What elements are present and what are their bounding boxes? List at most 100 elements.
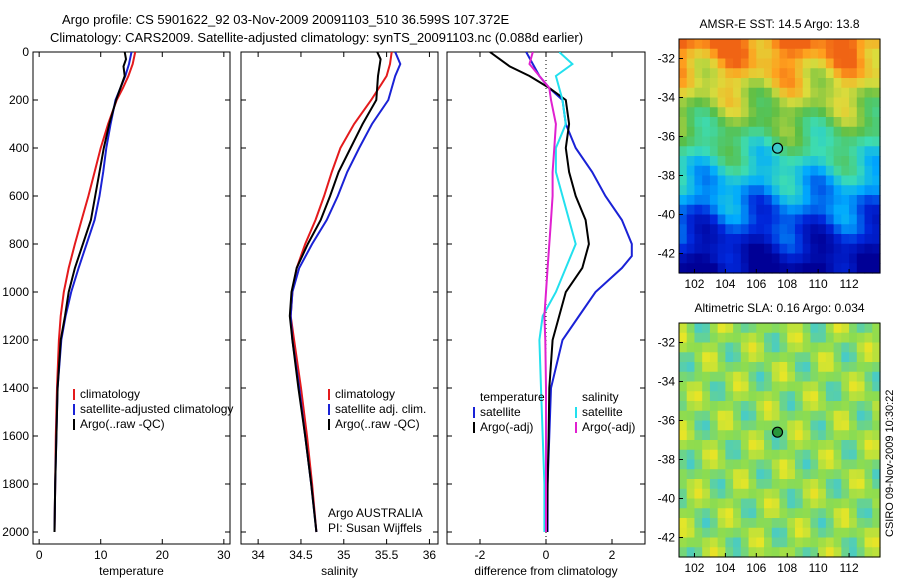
- map-cell: [702, 224, 711, 235]
- map-cell: [679, 430, 688, 441]
- map-cell: [733, 440, 742, 451]
- x-tick-label: 35.5: [375, 548, 399, 562]
- map-cell: [679, 175, 688, 186]
- y-tick-label: 1400: [2, 381, 29, 395]
- map-cell: [733, 352, 742, 363]
- map-cell: [779, 87, 788, 99]
- map-cell: [686, 410, 696, 422]
- map-cell: [717, 420, 726, 431]
- map-cell: [764, 342, 773, 353]
- map-cell: [679, 371, 688, 383]
- map-cell: [709, 488, 719, 500]
- map-cell: [694, 430, 703, 441]
- map-cell: [686, 430, 696, 441]
- map-cell: [748, 440, 757, 451]
- map-cell: [756, 440, 765, 451]
- map-cell: [810, 175, 819, 186]
- map-cell: [818, 391, 827, 402]
- map-cell: [794, 352, 804, 363]
- map-cell: [825, 352, 835, 363]
- map-cell: [771, 362, 781, 373]
- map-cell: [764, 136, 773, 147]
- map-cell: [810, 107, 819, 118]
- map-cell: [694, 381, 703, 392]
- map-cell: [679, 263, 688, 274]
- map-cell: [841, 136, 850, 147]
- map-cell: [733, 459, 742, 470]
- map-cell: [709, 547, 719, 558]
- map-cell: [818, 146, 827, 157]
- map-cell: [756, 126, 765, 138]
- map-cell: [833, 547, 842, 558]
- x-tick-label: 106: [746, 561, 766, 575]
- map-cell: [864, 214, 873, 225]
- map-cell: [802, 352, 812, 363]
- map-cell: [779, 136, 788, 147]
- map-cell: [833, 126, 842, 138]
- map-cell: [849, 253, 858, 264]
- map-cell: [740, 263, 750, 274]
- map-cell: [725, 204, 734, 216]
- map-cell: [794, 243, 804, 255]
- map-cell: [802, 146, 812, 157]
- map-cell: [733, 488, 742, 500]
- map-cell: [694, 263, 703, 274]
- map-cell: [802, 156, 812, 167]
- x-tick-label: 110: [809, 561, 828, 575]
- map-cell: [748, 39, 757, 50]
- map-cell: [779, 204, 788, 216]
- map-cell: [794, 126, 804, 138]
- map-cell: [740, 401, 750, 412]
- map-cell: [756, 117, 765, 128]
- map-cell: [702, 518, 711, 529]
- map-cell: [756, 362, 765, 373]
- map-cell: [725, 263, 734, 274]
- map-cell: [856, 459, 866, 470]
- map-cell: [864, 58, 873, 69]
- map-cell: [717, 214, 726, 225]
- map-cell: [825, 126, 835, 138]
- map-cell: [679, 78, 688, 89]
- map-cell: [864, 126, 873, 138]
- map-cell: [740, 449, 750, 461]
- map-cell: [818, 469, 827, 480]
- map-cell: [810, 224, 819, 235]
- map-cell: [841, 537, 850, 548]
- map-cell: [694, 87, 703, 99]
- map-cell: [709, 362, 719, 373]
- map-cell: [709, 508, 719, 519]
- map-cell: [756, 410, 765, 422]
- map-cell: [717, 224, 726, 235]
- map-cell: [679, 323, 688, 334]
- map-cell: [849, 371, 858, 383]
- map-cell: [725, 459, 734, 470]
- map-cell: [764, 195, 773, 206]
- map-cell: [679, 420, 688, 431]
- map-cell: [841, 214, 850, 225]
- map-cell: [709, 214, 719, 225]
- map-cell: [833, 479, 842, 490]
- map-cell: [787, 391, 796, 402]
- map-cell: [717, 175, 726, 186]
- map-cell: [717, 518, 726, 529]
- map-cell: [686, 156, 696, 167]
- map-cell: [694, 253, 703, 264]
- header-line-1: Argo profile: CS 5901622_92 03-Nov-2009 …: [62, 12, 509, 27]
- map-cell: [725, 381, 734, 392]
- map-cell: [841, 175, 850, 186]
- x-tick-label: 20: [156, 548, 170, 562]
- map-cell: [841, 362, 850, 373]
- map-cell: [864, 253, 873, 264]
- map-cell: [794, 508, 804, 519]
- map-cell: [864, 449, 873, 461]
- map-cell: [810, 117, 819, 128]
- annotation-text: PI: Susan Wijffels: [328, 521, 422, 535]
- side-label: CSIRO 09-Nov-2009 10:30:22: [884, 390, 896, 537]
- map-cell: [764, 449, 773, 461]
- map-cell: [702, 195, 711, 206]
- map-cell: [841, 527, 850, 539]
- map-cell: [849, 459, 858, 470]
- map-cell: [756, 48, 765, 60]
- map-cell: [825, 469, 835, 480]
- map-cell: [725, 391, 734, 402]
